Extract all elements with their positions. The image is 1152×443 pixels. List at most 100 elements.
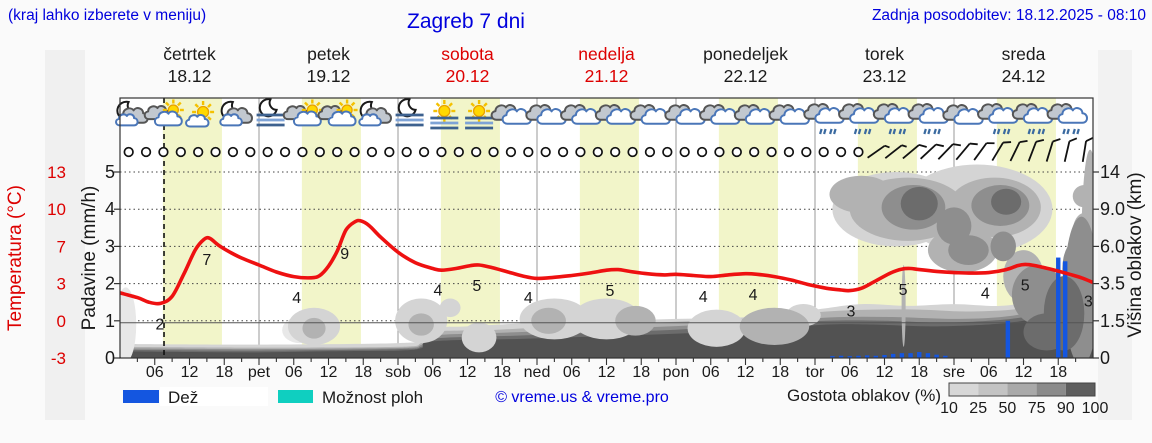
cloud-blob — [900, 186, 938, 221]
temp-value-label: 7 — [202, 252, 211, 269]
sun-ray — [207, 116, 212, 121]
wind-barb — [1045, 138, 1061, 162]
cloud-blob — [991, 188, 1022, 215]
wind-calm-circle — [158, 146, 169, 158]
sun-ray — [304, 101, 309, 107]
hour-label: 06 — [424, 364, 442, 381]
drizzle-mark — [1041, 128, 1046, 135]
weather-icon-sun-cloud — [143, 99, 184, 127]
precip-axis-value: 0 — [105, 348, 115, 368]
drizzle-mark — [933, 128, 937, 135]
wind-calm-circle — [262, 146, 273, 158]
temp-value-label: 4 — [981, 286, 990, 303]
rain-bar — [856, 355, 861, 358]
wind-calm-circle — [332, 146, 343, 158]
day-name: četrtek — [163, 44, 216, 64]
day-name: nedelja — [578, 44, 635, 64]
density-segment — [978, 383, 1008, 396]
drizzle-mark — [1031, 128, 1036, 135]
cloud-shape — [185, 113, 210, 128]
wind-calm-circle — [488, 146, 499, 158]
rain-bar — [830, 356, 835, 358]
hour-label: 18 — [910, 364, 928, 381]
day-date: 24.12 — [1002, 66, 1046, 86]
density-tick-label: 75 — [1028, 400, 1046, 417]
weather-icon-night-cloud — [115, 100, 149, 127]
legend-label-bg — [160, 387, 268, 406]
rain-bars — [830, 257, 1068, 358]
weather-icon-cloudy-rain — [803, 103, 845, 135]
wind-barb — [1063, 137, 1078, 162]
weather-icon-night-cloud — [219, 100, 254, 127]
wind-calm-circle — [853, 146, 864, 158]
wind-barb — [1081, 136, 1094, 163]
wind-calm-circle — [349, 146, 360, 158]
plot-border — [119, 97, 1094, 359]
cloud-blob — [901, 265, 906, 347]
temp-value-label: 5 — [606, 283, 615, 300]
rain-bar — [847, 356, 852, 358]
temp-value-label: 5 — [1021, 277, 1030, 294]
density-tick-label: 100 — [1082, 400, 1109, 417]
rain-bar — [943, 355, 948, 358]
temp-curve-path — [120, 218, 1093, 306]
wind-calm-circle — [436, 146, 447, 158]
cloud-shape — [327, 110, 357, 127]
temperature-value-labels: 2 7 4 9 4 5 4 5 4 4 3 5 4 5 3 — [156, 246, 1093, 333]
wind-calm-circle — [731, 146, 742, 158]
sun-disc — [472, 104, 486, 118]
rain-bar — [838, 355, 844, 358]
wind-calm-circle — [575, 146, 586, 158]
wind-calm-circle — [279, 146, 291, 158]
hour-label: 18 — [354, 364, 372, 381]
wind-calm-circle — [627, 146, 638, 158]
weather-icon-cloudy-rain — [1046, 103, 1089, 135]
time-axis-labels: 06 12 18 pet 06 12 18 sob 06 12 18 ned 06 12 18 pon 06 12… — [146, 364, 1067, 381]
weather-icon-cloudy — [490, 104, 533, 125]
axis-ticks — [114, 171, 1099, 365]
cloud-density-scale: 10 25 50 75 90 100 — [940, 382, 1109, 417]
cloud-blob — [302, 317, 326, 339]
day-abbr-label: ned — [524, 364, 551, 381]
drizzle-mark — [829, 128, 833, 135]
weather-icon-cloudy — [942, 104, 984, 125]
wind-barb — [991, 141, 1012, 162]
day-abbr-label: pet — [248, 364, 271, 381]
wind-calm-circle — [610, 146, 621, 158]
wind-barb — [902, 144, 927, 160]
barb-tick — [1035, 138, 1045, 143]
precip-axis-value: 4 — [105, 199, 115, 219]
drizzle-mark — [1006, 128, 1011, 135]
precip-axis-value: 2 — [105, 274, 115, 294]
day-abbr-label: sob — [385, 364, 411, 381]
wind-calm-circle — [384, 146, 395, 158]
density-segment — [1036, 383, 1066, 396]
hour-label: 18 — [632, 364, 650, 381]
hour-label: 12 — [1015, 364, 1033, 381]
wind-calm-circle — [540, 146, 551, 158]
rain-bar — [925, 353, 931, 358]
density-scale-border — [948, 382, 1096, 397]
wind-calm-circle — [644, 146, 656, 158]
barb-staff — [1027, 141, 1037, 162]
copyright-link[interactable]: © vreme.us & vreme.pro — [495, 389, 669, 406]
page-title: Zagreb 7 dni — [407, 10, 525, 33]
temp-axis-value: 10 — [47, 200, 66, 219]
barb-staff — [991, 142, 1004, 162]
hour-label: 06 — [146, 364, 164, 381]
cloud-shape — [219, 113, 243, 127]
day-date: 21.12 — [585, 66, 629, 86]
temp-value-label: 5 — [472, 278, 481, 295]
hour-label: 18 — [1049, 364, 1067, 381]
weather-icon-cloudy-rain — [838, 103, 880, 135]
cloud-height-axis-value: 3.5 — [1100, 274, 1125, 294]
temp-value-label: 9 — [340, 246, 349, 263]
hour-label: 18 — [771, 364, 789, 381]
barb-staff — [884, 144, 903, 159]
drizzle-mark — [892, 128, 897, 135]
drizzle-mark — [927, 128, 931, 135]
sun-ray — [177, 101, 182, 107]
